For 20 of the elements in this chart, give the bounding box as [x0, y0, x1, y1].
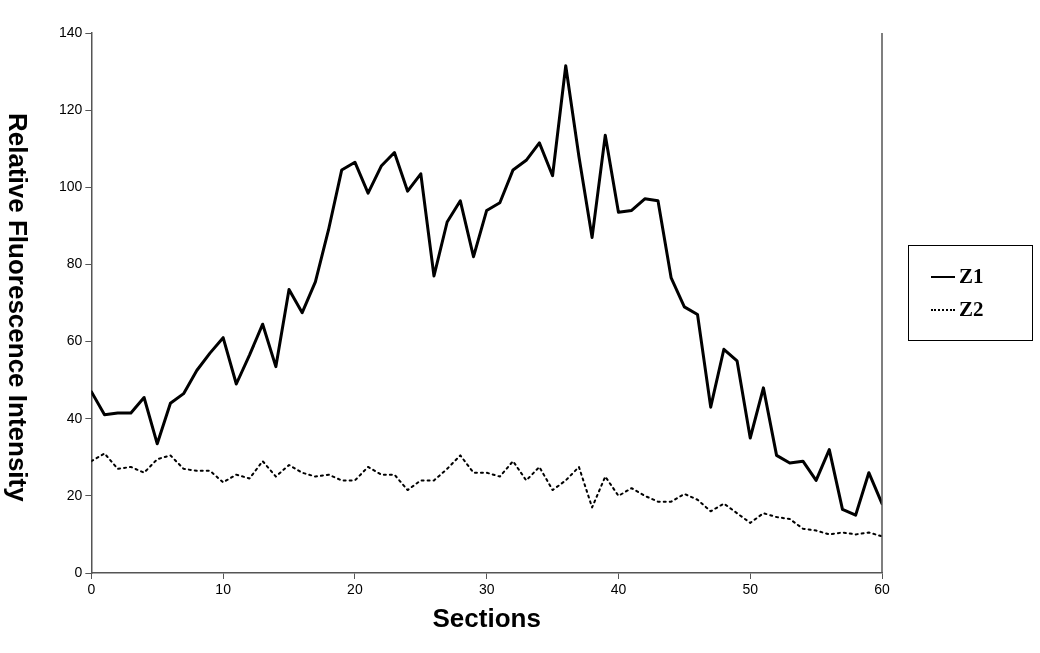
x-axis-title: Sections — [432, 602, 541, 633]
legend-label: Z1 — [959, 264, 984, 289]
y-tick-label: 60 — [66, 332, 83, 349]
y-tick-label: 0 — [74, 563, 83, 580]
x-tick-label: 10 — [215, 581, 232, 598]
y-axis-title: Relative Fluorescence Intensity — [2, 111, 33, 504]
x-tick-label: 40 — [610, 581, 627, 598]
x-tick-label: 50 — [742, 581, 759, 598]
x-tick-label: 60 — [874, 581, 890, 598]
x-tick-label: 30 — [478, 581, 495, 598]
y-tick-label: 40 — [66, 409, 83, 426]
legend-label: Z2 — [959, 297, 984, 322]
y-tick-label: 20 — [66, 486, 83, 503]
y-tick-label: 140 — [59, 23, 83, 40]
x-tick-label: 20 — [347, 581, 363, 598]
y-tick-label: 120 — [59, 101, 83, 117]
x-tick-label: 0 — [87, 581, 96, 598]
y-tick-label: 100 — [59, 178, 83, 195]
y-tick-label: 80 — [66, 255, 83, 272]
line-series — [91, 452, 882, 538]
